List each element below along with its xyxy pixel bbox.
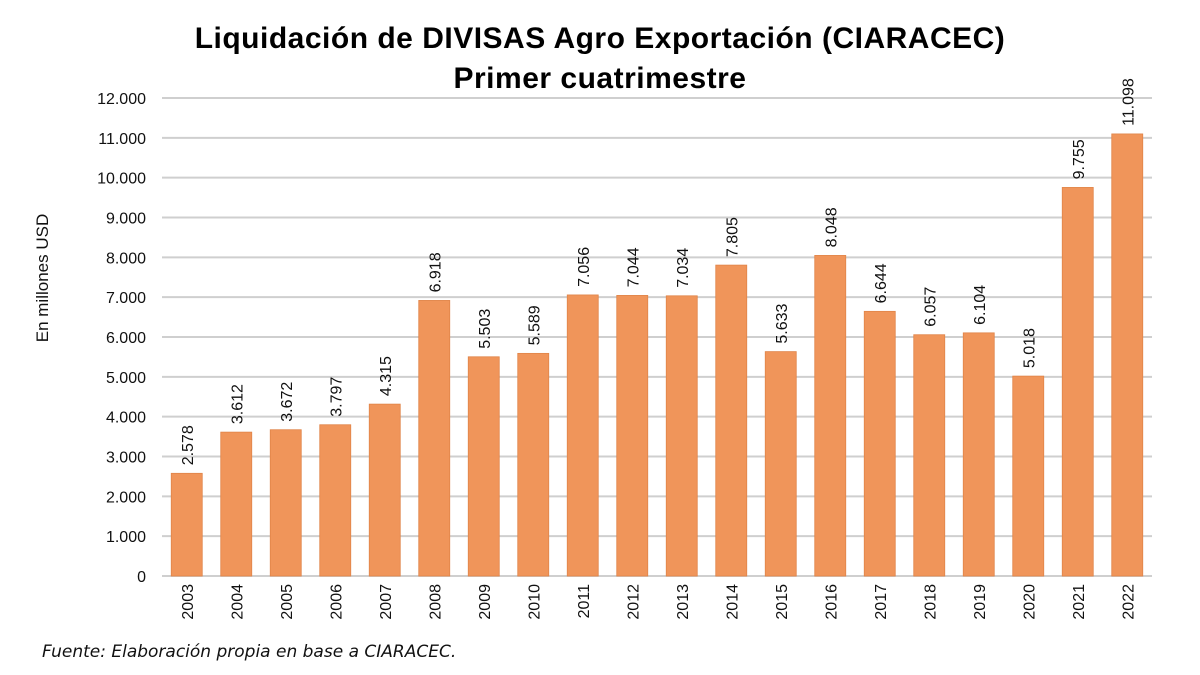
x-tick-label: 2018 bbox=[922, 584, 939, 620]
y-tick-label: 4.000 bbox=[106, 410, 146, 427]
bar-2022 bbox=[1111, 133, 1144, 577]
data-label: 6.057 bbox=[922, 287, 939, 327]
bar-2019 bbox=[962, 332, 995, 577]
source-note: Fuente: Elaboración propia en base a CIA… bbox=[42, 642, 457, 662]
bar-2018 bbox=[913, 334, 946, 577]
bar-2016 bbox=[814, 255, 847, 577]
x-tick-label: 2012 bbox=[625, 584, 642, 620]
x-tick-label: 2006 bbox=[328, 584, 345, 620]
x-tick-label: 2007 bbox=[378, 584, 395, 620]
data-label: 6.104 bbox=[972, 285, 989, 325]
data-label: 7.044 bbox=[625, 247, 642, 287]
y-tick-label: 10.000 bbox=[97, 171, 146, 188]
data-labels: 2.578 3.612 3.672 3.797 4.315 6.918 5.503 5.589… bbox=[180, 78, 1138, 465]
bar-2014 bbox=[715, 264, 748, 577]
bar-2005 bbox=[269, 429, 302, 577]
y-tick-label: 0 bbox=[137, 569, 146, 586]
bar-2009 bbox=[467, 356, 500, 577]
x-tick-label: 2015 bbox=[774, 584, 791, 620]
y-axis-ticks: 0 1.000 2.000 3.000 4.000 5.000 6.000 7.000 8.00… bbox=[97, 91, 146, 586]
x-tick-label: 2009 bbox=[477, 584, 494, 620]
data-label: 7.805 bbox=[724, 217, 741, 257]
bar-2008 bbox=[418, 300, 451, 577]
bar-2004 bbox=[220, 431, 253, 577]
data-label: 2.578 bbox=[180, 425, 197, 465]
data-label: 9.755 bbox=[1071, 139, 1088, 179]
data-label: 11.098 bbox=[1120, 78, 1137, 126]
x-tick-label: 2005 bbox=[279, 584, 296, 620]
bar-2017 bbox=[863, 310, 896, 577]
y-tick-label: 8.000 bbox=[106, 250, 146, 267]
y-tick-label: 2.000 bbox=[106, 489, 146, 506]
x-tick-label: 2020 bbox=[1021, 584, 1038, 620]
data-label: 8.048 bbox=[823, 207, 840, 247]
data-label: 3.612 bbox=[229, 384, 246, 424]
x-tick-label: 2003 bbox=[180, 584, 197, 620]
y-axis-label: En millones USD bbox=[33, 214, 52, 343]
x-tick-label: 2010 bbox=[526, 584, 543, 620]
data-label: 6.644 bbox=[873, 263, 890, 303]
x-tick-label: 2004 bbox=[229, 584, 246, 620]
x-tick-label: 2013 bbox=[675, 584, 692, 620]
bar-2012 bbox=[616, 295, 649, 577]
y-tick-label: 3.000 bbox=[106, 450, 146, 467]
x-tick-label: 2021 bbox=[1071, 584, 1088, 620]
data-label: 7.056 bbox=[576, 247, 593, 287]
x-tick-label: 2014 bbox=[724, 584, 741, 620]
y-tick-label: 6.000 bbox=[106, 330, 146, 347]
x-tick-label: 2022 bbox=[1120, 584, 1137, 620]
data-label: 3.797 bbox=[328, 377, 345, 417]
data-label: 4.315 bbox=[378, 356, 395, 396]
bar-2020 bbox=[1012, 375, 1045, 577]
data-label: 3.672 bbox=[279, 382, 296, 422]
gridlines bbox=[162, 97, 1152, 577]
data-label: 5.503 bbox=[477, 309, 494, 349]
x-tick-label: 2019 bbox=[972, 584, 989, 620]
x-tick-label: 2017 bbox=[873, 584, 890, 620]
y-tick-label: 5.000 bbox=[106, 370, 146, 387]
bar-2007 bbox=[368, 403, 401, 577]
data-label: 6.918 bbox=[427, 252, 444, 292]
bar-2021 bbox=[1061, 187, 1094, 577]
bars bbox=[170, 133, 1144, 577]
y-tick-label: 12.000 bbox=[97, 91, 146, 108]
y-tick-label: 1.000 bbox=[106, 529, 146, 546]
x-tick-label: 2011 bbox=[576, 584, 593, 619]
y-tick-label: 7.000 bbox=[106, 290, 146, 307]
bar-2011 bbox=[566, 294, 599, 577]
x-tick-label: 2008 bbox=[427, 584, 444, 620]
y-tick-label: 11.000 bbox=[98, 131, 146, 148]
data-label: 5.589 bbox=[526, 305, 543, 345]
bar-2006 bbox=[319, 424, 352, 577]
y-tick-label: 9.000 bbox=[106, 211, 146, 228]
chart-title: Liquidación de DIVISAS Agro Exportación … bbox=[194, 22, 1006, 55]
bar-2003 bbox=[170, 472, 203, 577]
bar-2013 bbox=[665, 295, 698, 577]
data-label: 5.633 bbox=[774, 303, 791, 343]
bar-2015 bbox=[764, 351, 797, 577]
data-label: 5.018 bbox=[1021, 328, 1038, 368]
bar-2010 bbox=[517, 352, 550, 577]
x-tick-label: 2016 bbox=[823, 584, 840, 620]
x-axis-ticks: 2003 2004 2005 2006 2007 2008 2009 2010 2011 2012… bbox=[180, 584, 1138, 620]
chart-subtitle: Primer cuatrimestre bbox=[453, 62, 747, 95]
data-label: 7.034 bbox=[675, 248, 692, 288]
